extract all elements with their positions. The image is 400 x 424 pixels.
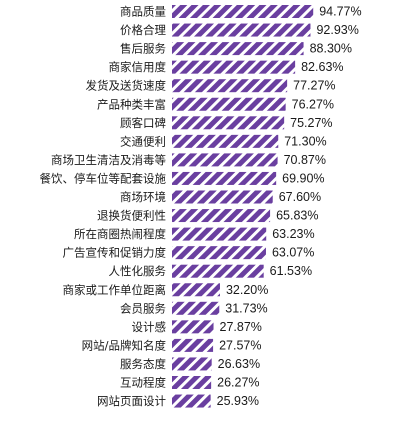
category-label: 退换货便利性 [97, 209, 166, 223]
category-label: 商场卫生清洁及消毒等 [51, 153, 166, 167]
bar-8 [172, 134, 279, 148]
value-label: 70.87% [284, 153, 326, 167]
category-label: 服务态度 [120, 357, 166, 371]
bar-10 [172, 171, 277, 185]
category-label: 人性化服务 [109, 264, 167, 278]
value-label: 71.30% [284, 134, 326, 148]
value-label: 77.27% [293, 79, 335, 93]
category-label: 顾客口碑 [120, 116, 166, 130]
value-label: 69.90% [282, 171, 324, 185]
value-label: 27.57% [219, 338, 261, 352]
category-label: 产品种类丰富 [97, 97, 166, 111]
category-label: 商场环境 [120, 190, 166, 204]
bar-4 [172, 60, 296, 74]
value-label: 27.87% [220, 320, 262, 334]
category-label: 设计感 [132, 320, 167, 334]
category-label: 售后服务 [120, 42, 166, 56]
bar-19 [172, 338, 214, 352]
value-label: 76.27% [292, 97, 334, 111]
category-label: 网站页面设计 [97, 394, 166, 408]
bar-6 [172, 97, 286, 111]
category-label: 商品质量 [120, 5, 166, 19]
bars-layer [172, 5, 314, 408]
bar-18 [172, 320, 214, 334]
value-label: 75.27% [290, 116, 332, 130]
value-label: 61.53% [270, 264, 312, 278]
category-label: 互动程度 [120, 376, 166, 390]
category-label: 会员服务 [120, 301, 166, 315]
bar-11 [172, 190, 273, 204]
bar-1 [172, 5, 314, 18]
bar-5 [172, 79, 288, 93]
value-label: 94.77% [319, 5, 361, 19]
bar-16 [172, 283, 220, 297]
bar-3 [172, 42, 304, 56]
category-label: 餐饮、停车位等配套设施 [40, 171, 167, 185]
bar-15 [172, 264, 264, 278]
bar-7 [172, 116, 285, 130]
value-labels: 94.77% 92.93% 88.30% 82.63% 77.27% 76.27% 75.2… [217, 5, 362, 409]
value-label: 63.23% [272, 227, 314, 241]
value-label: 25.93% [217, 394, 259, 408]
category-label: 交通便利 [120, 134, 166, 148]
bar-12 [172, 209, 271, 223]
value-label: 65.83% [276, 209, 318, 223]
category-label: 所在商圈热闹程度 [74, 227, 166, 241]
bar-14 [172, 246, 266, 260]
category-label: 网站/品牌知名度 [82, 338, 167, 352]
category-label: 价格合理 [120, 23, 166, 37]
category-label: 商家或工作单位距离 [63, 283, 167, 297]
category-label: 发货及送货速度 [86, 79, 167, 93]
value-label: 82.63% [301, 60, 343, 74]
category-label: 广告宣传和促销力度 [63, 246, 167, 260]
bar-20 [172, 357, 212, 371]
category-labels: 商品质量价格合理售后服务商家信用度发货及送货速度产品种类丰富顾客口碑交通便利商场… [40, 5, 167, 409]
value-label: 32.20% [226, 283, 268, 297]
bar-13 [172, 227, 267, 241]
bar-21 [172, 376, 212, 389]
value-label: 26.27% [217, 376, 259, 390]
bar-22 [172, 394, 211, 408]
value-label: 92.93% [316, 23, 358, 37]
category-label: 商家信用度 [109, 60, 167, 74]
value-label: 26.63% [218, 357, 260, 371]
value-label: 31.73% [225, 301, 267, 315]
value-label: 88.30% [310, 42, 352, 56]
value-label: 63.07% [272, 246, 314, 260]
bar-9 [172, 153, 278, 167]
bar-17 [172, 301, 220, 315]
value-label: 67.60% [279, 190, 321, 204]
bar-2 [172, 23, 311, 37]
